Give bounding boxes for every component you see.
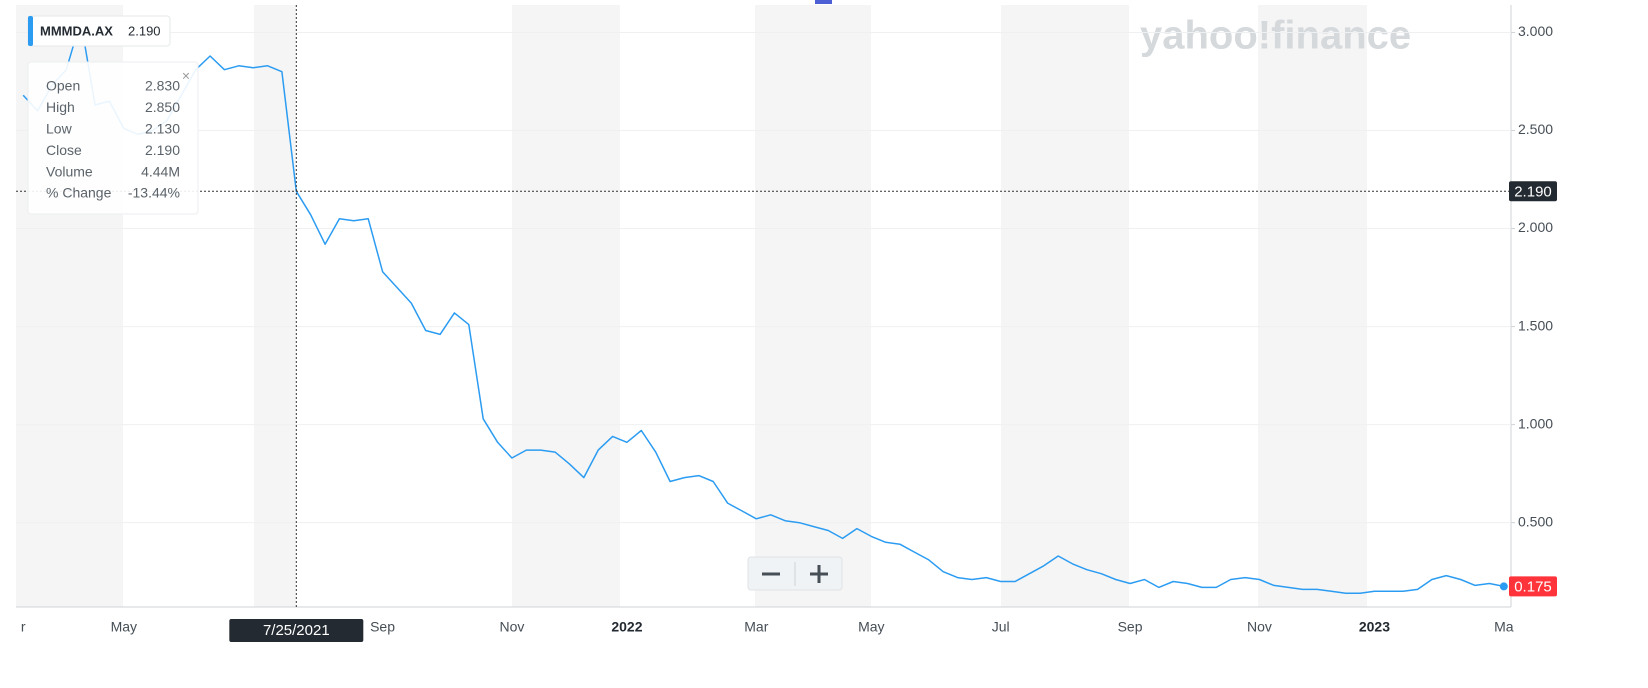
price-marker-label: 0.175: [1514, 578, 1552, 595]
tooltip-label: Volume: [46, 163, 93, 179]
x-tick-label: Jul: [992, 619, 1010, 635]
x-tick-label: Mar: [744, 619, 768, 635]
x-tick-label: May: [111, 619, 137, 635]
tooltip-label: High: [46, 99, 75, 115]
band: [755, 5, 871, 607]
tooltip-value: 2.850: [145, 99, 180, 115]
crosshair-x-label: 7/25/2021: [263, 622, 330, 639]
x-tick-label: r: [21, 619, 26, 635]
y-tick-label: 0.500: [1518, 513, 1553, 529]
band: [512, 5, 620, 607]
legend-value: 2.190: [128, 23, 161, 38]
tooltip-close[interactable]: ×: [182, 68, 190, 84]
x-tick-label: Nov: [1247, 619, 1272, 635]
tooltip-label: Open: [46, 78, 80, 94]
x-tick-label: Sep: [1118, 619, 1143, 635]
y-tick-label: 2.000: [1518, 219, 1553, 235]
y-tick-label: 1.500: [1518, 317, 1553, 333]
legend-name: MMMDA.AX: [40, 23, 113, 38]
legend: MMMDA.AX 2.190: [27, 15, 171, 47]
tooltip-value: -13.44%: [128, 185, 180, 201]
tooltip-value: 2.830: [145, 78, 180, 94]
tooltip: × Open 2.830 High 2.850 Low 2.130 Close 2.190 Vo…: [27, 61, 199, 215]
x-tick-label: May: [858, 619, 884, 635]
x-tick-label: Ma: [1494, 619, 1514, 635]
crosshair-x-box: [229, 619, 364, 642]
tooltip-value: 2.190: [145, 142, 180, 158]
last-point: [1499, 582, 1508, 591]
price-marker: [1509, 181, 1557, 202]
month-bands: [16, 5, 1367, 607]
x-tick-label: Nov: [499, 619, 524, 635]
price-marker: [1509, 576, 1557, 597]
tooltip-value: 4.44M: [141, 163, 180, 179]
x-tick-label: Sep: [370, 619, 395, 635]
tooltip-label: Close: [46, 142, 82, 158]
y-tick-label: 2.500: [1518, 121, 1553, 137]
plot: 0.500 1.000 1.500 2.000 2.500 3.000 r May Sep Nov…: [16, 5, 1557, 642]
band: [1258, 5, 1367, 607]
x-tick-label: 2022: [611, 619, 642, 635]
range-handle[interactable]: [815, 0, 832, 4]
tooltip-value: 2.130: [145, 121, 180, 137]
x-tick-label: 2023: [1359, 619, 1390, 635]
y-tick-label: 1.000: [1518, 415, 1553, 431]
legend-swatch: [28, 16, 33, 46]
y-tick-label: 3.000: [1518, 23, 1553, 39]
band: [254, 5, 296, 607]
tooltip-box: [27, 61, 199, 215]
price-marker-label: 2.190: [1514, 183, 1552, 200]
zoom-controls: [747, 556, 843, 591]
tooltip-label: Low: [46, 121, 73, 137]
price-line: [22, 19, 1504, 595]
tooltip-label: % Change: [46, 185, 112, 201]
watermark: yahoo!finance: [1140, 14, 1411, 58]
band: [1001, 5, 1129, 607]
